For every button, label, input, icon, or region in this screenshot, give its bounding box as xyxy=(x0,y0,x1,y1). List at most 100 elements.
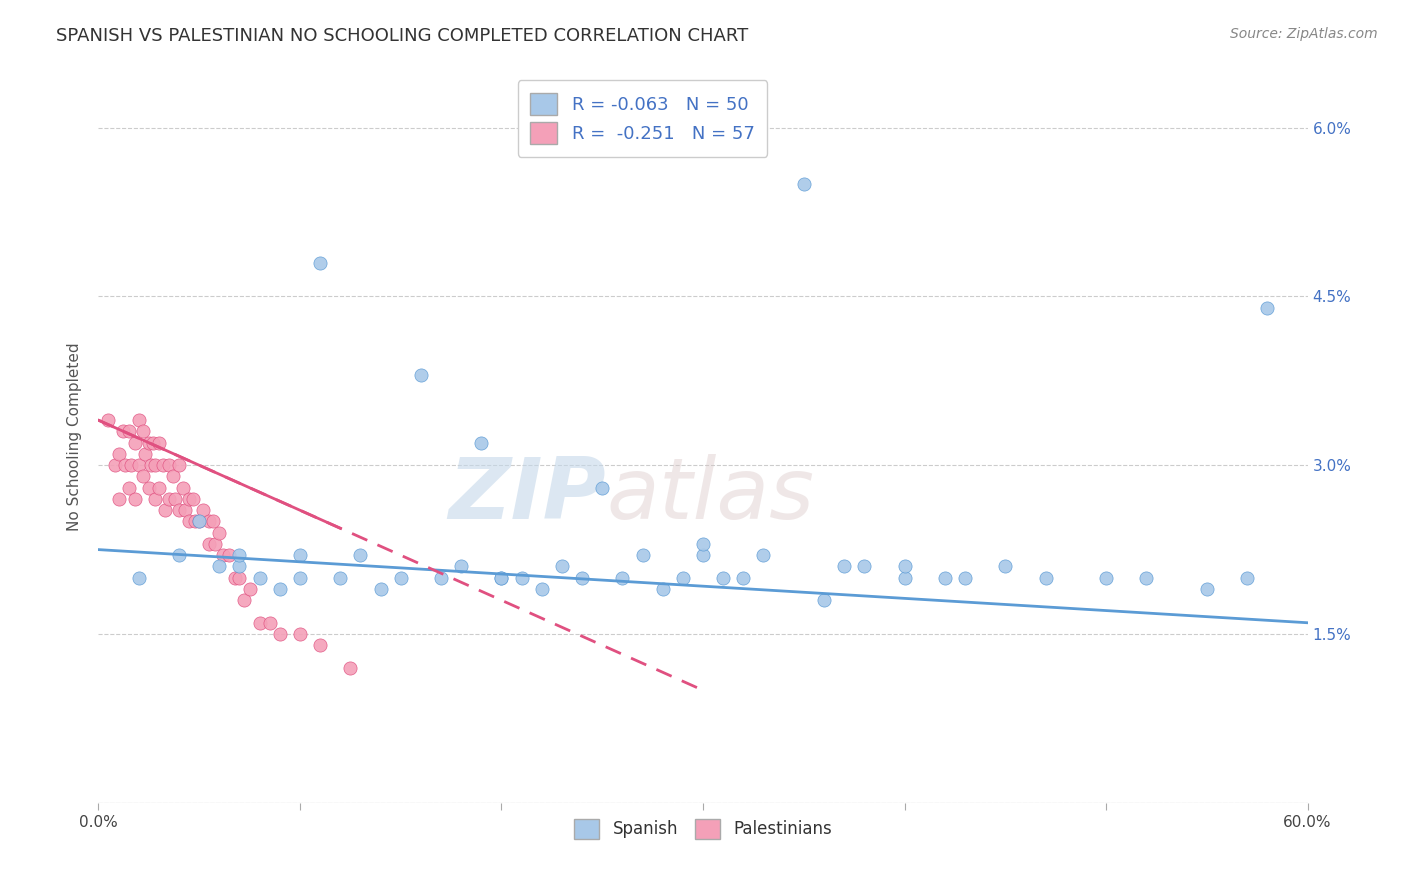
Point xyxy=(128,458,150,473)
Point xyxy=(491,571,513,585)
Point xyxy=(530,582,553,596)
Point xyxy=(118,425,141,439)
Point xyxy=(329,571,352,585)
Point xyxy=(198,515,221,529)
Point xyxy=(339,661,361,675)
Point xyxy=(184,515,207,529)
Point xyxy=(107,491,129,506)
Point xyxy=(167,548,190,562)
Point xyxy=(132,425,155,439)
Point xyxy=(239,582,262,596)
Point xyxy=(1256,301,1278,315)
Point xyxy=(470,435,492,450)
Point xyxy=(157,458,180,473)
Point xyxy=(163,491,186,506)
Point xyxy=(143,491,166,506)
Point xyxy=(188,515,211,529)
Point xyxy=(491,571,513,585)
Point xyxy=(651,582,673,596)
Point xyxy=(212,548,235,562)
Point xyxy=(853,559,876,574)
Point xyxy=(202,515,225,529)
Point xyxy=(692,537,714,551)
Point xyxy=(148,435,170,450)
Point xyxy=(389,571,412,585)
Point xyxy=(128,571,150,585)
Point xyxy=(409,368,432,383)
Point xyxy=(128,413,150,427)
Point xyxy=(612,571,634,585)
Point xyxy=(591,481,613,495)
Point xyxy=(157,491,180,506)
Point xyxy=(228,548,250,562)
Point xyxy=(893,571,915,585)
Point xyxy=(103,458,125,473)
Point xyxy=(139,458,162,473)
Point xyxy=(269,627,291,641)
Point xyxy=(249,571,271,585)
Point xyxy=(120,458,142,473)
Point xyxy=(1035,571,1057,585)
Point xyxy=(893,559,915,574)
Point xyxy=(148,481,170,495)
Point xyxy=(813,593,835,607)
Point xyxy=(167,458,190,473)
Y-axis label: No Schooling Completed: No Schooling Completed xyxy=(67,343,83,532)
Point xyxy=(153,503,176,517)
Point xyxy=(218,548,240,562)
Text: SPANISH VS PALESTINIAN NO SCHOOLING COMPLETED CORRELATION CHART: SPANISH VS PALESTINIAN NO SCHOOLING COMP… xyxy=(56,27,748,45)
Point xyxy=(208,525,231,540)
Point xyxy=(138,435,160,450)
Text: atlas: atlas xyxy=(606,454,814,537)
Point xyxy=(994,559,1017,574)
Point xyxy=(551,559,574,574)
Point xyxy=(259,615,281,630)
Point xyxy=(204,537,226,551)
Text: Source: ZipAtlas.com: Source: ZipAtlas.com xyxy=(1230,27,1378,41)
Point xyxy=(193,503,215,517)
Point xyxy=(167,503,190,517)
Point xyxy=(288,571,311,585)
Point xyxy=(132,469,155,483)
Point xyxy=(349,548,371,562)
Point xyxy=(224,571,246,585)
Point xyxy=(309,255,332,269)
Point xyxy=(370,582,392,596)
Point xyxy=(934,571,956,585)
Point xyxy=(450,559,472,574)
Point xyxy=(510,571,533,585)
Point xyxy=(711,571,734,585)
Point xyxy=(188,515,211,529)
Point xyxy=(152,458,174,473)
Point xyxy=(269,582,291,596)
Point xyxy=(631,548,654,562)
Point xyxy=(232,593,254,607)
Point xyxy=(953,571,976,585)
Text: ZIP: ZIP xyxy=(449,454,606,537)
Point xyxy=(138,481,160,495)
Point xyxy=(162,469,184,483)
Point xyxy=(179,491,201,506)
Point xyxy=(692,548,714,562)
Point xyxy=(1135,571,1157,585)
Point xyxy=(142,435,165,450)
Point xyxy=(172,481,194,495)
Point xyxy=(181,491,204,506)
Point xyxy=(124,435,146,450)
Point xyxy=(174,503,197,517)
Point xyxy=(228,559,250,574)
Point xyxy=(208,559,231,574)
Point xyxy=(752,548,775,562)
Point xyxy=(430,571,453,585)
Point xyxy=(793,177,815,191)
Point xyxy=(107,447,129,461)
Point xyxy=(143,458,166,473)
Point xyxy=(288,548,311,562)
Point xyxy=(1095,571,1118,585)
Point xyxy=(198,537,221,551)
Point xyxy=(124,491,146,506)
Point xyxy=(118,481,141,495)
Point xyxy=(832,559,855,574)
Point xyxy=(97,413,120,427)
Point xyxy=(228,571,250,585)
